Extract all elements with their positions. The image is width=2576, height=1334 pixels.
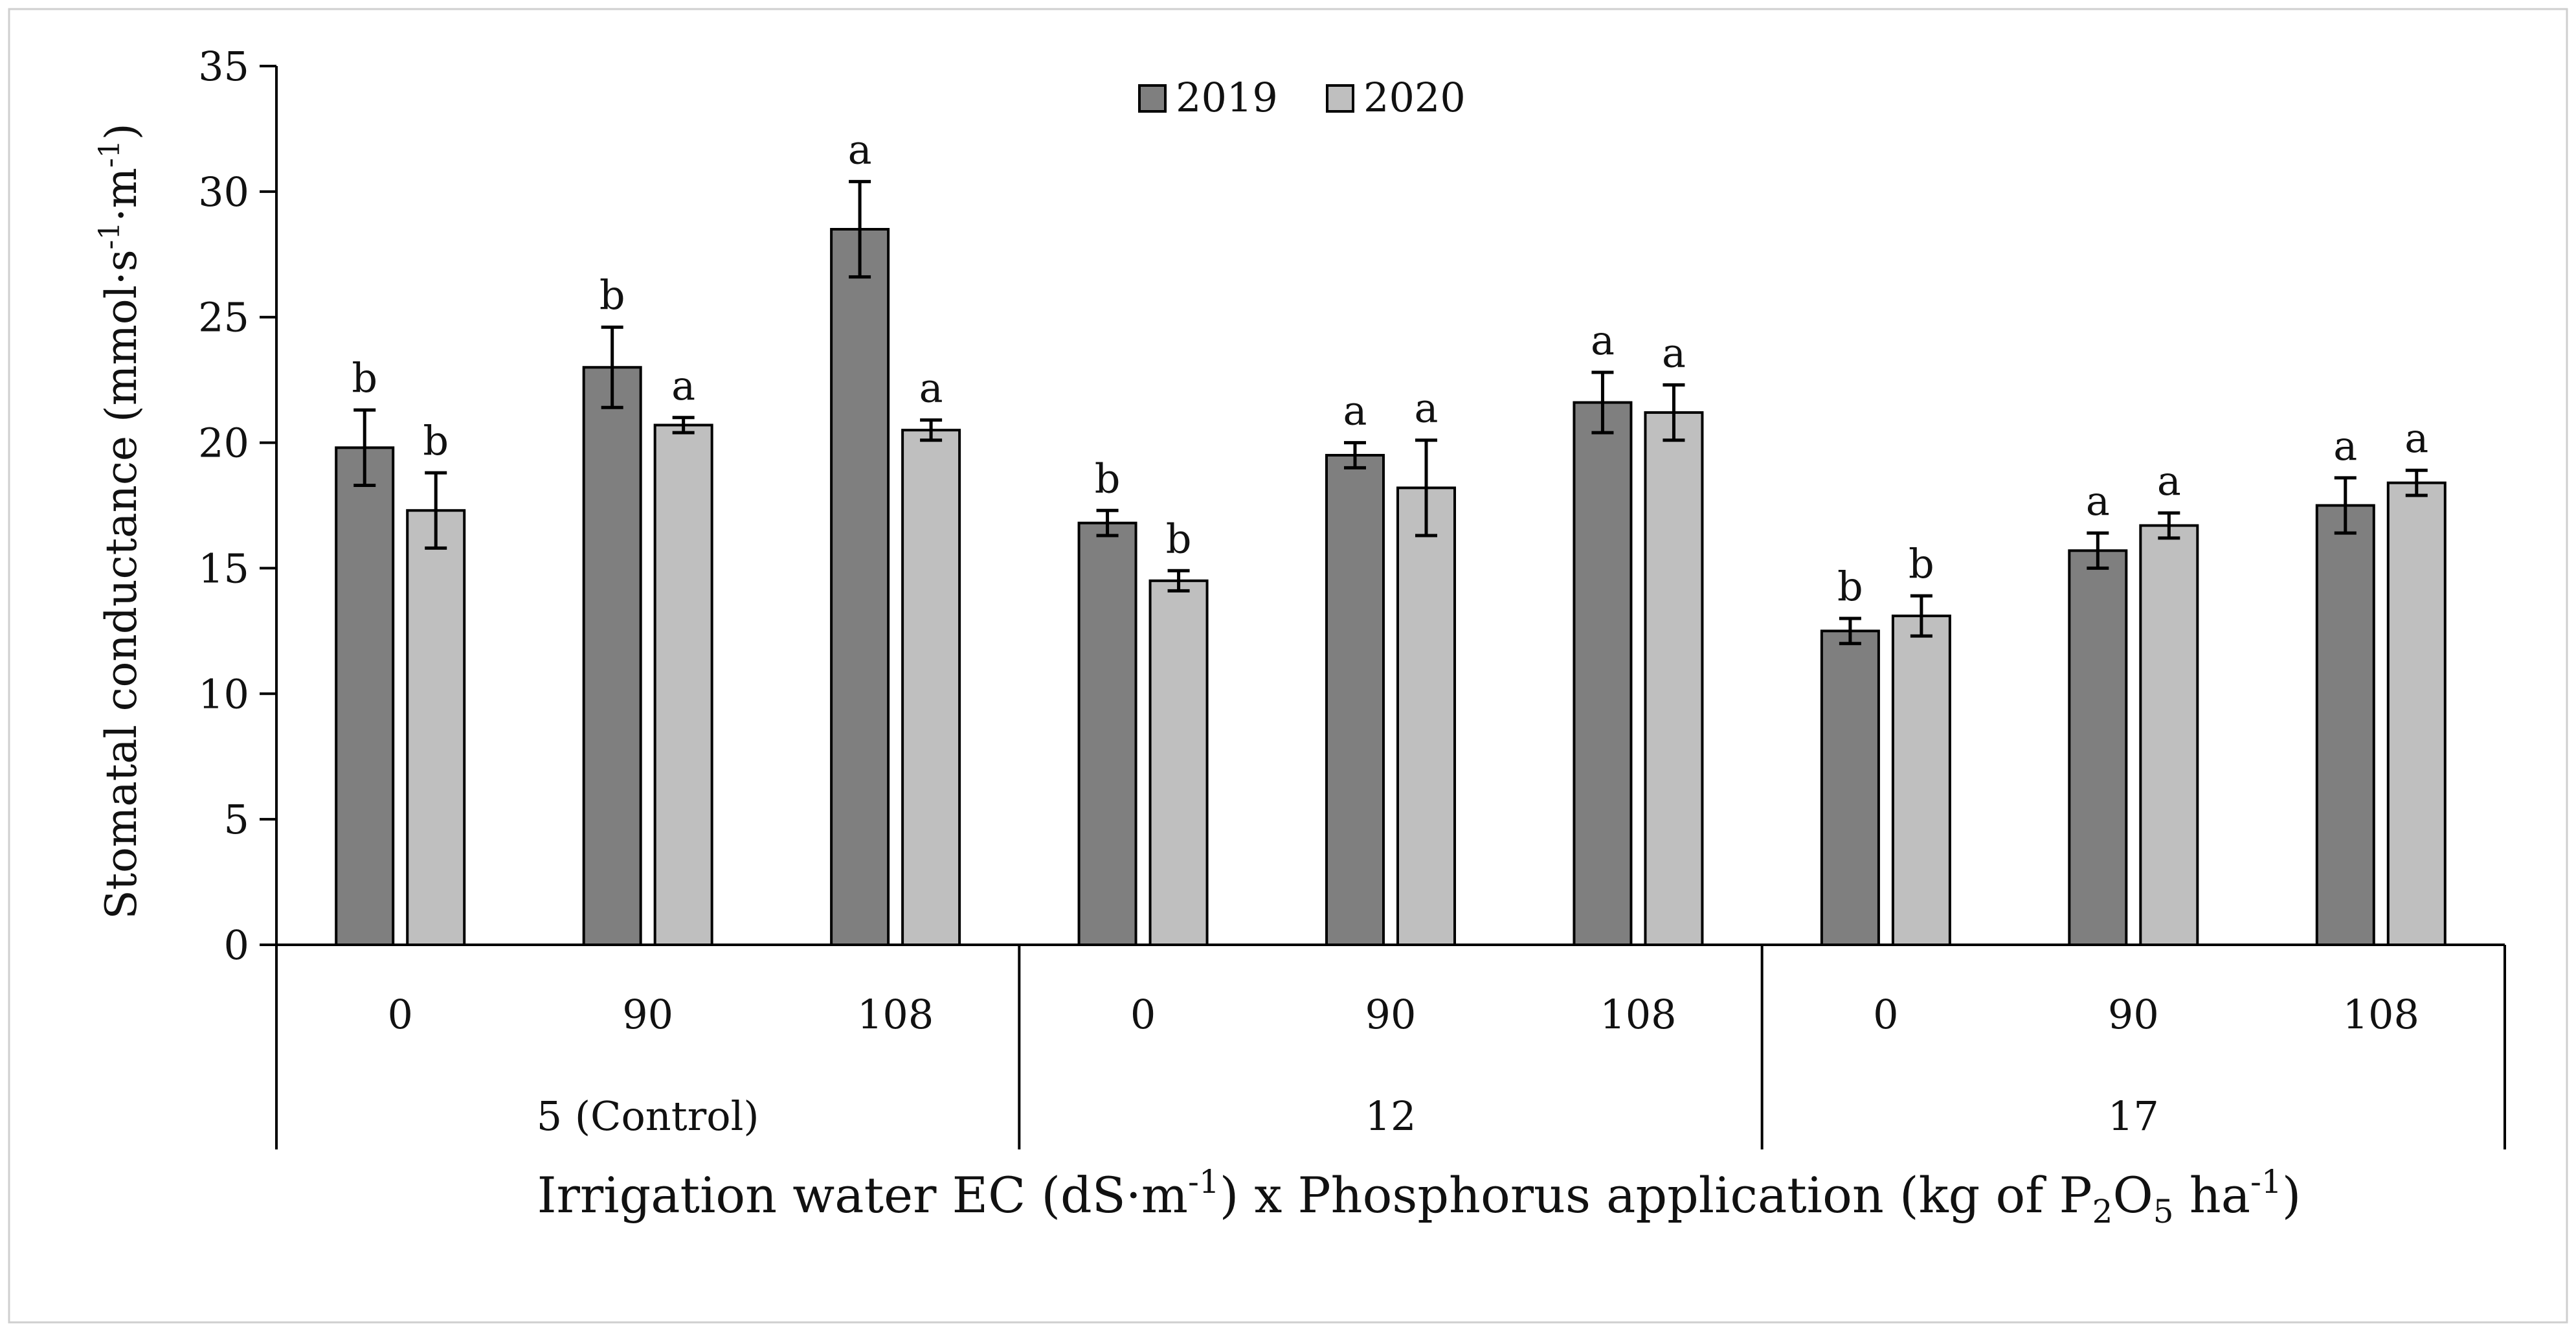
bar-2019 [2315,504,2375,946]
significance-letter: a [671,362,695,409]
y-axis-title-main: Stomatal conductance (mmol·s [96,249,146,919]
significance-letter: a [1591,317,1615,364]
y-axis-title-end: ) [96,123,146,140]
legend-label-2019: 2019 [1176,74,1278,121]
bar-2020 [2386,481,2447,946]
bar-2019 [2068,549,2128,946]
y-axis-title-sup1: -1 [93,222,126,250]
group-label: 5 (Control) [537,1092,759,1140]
y-tick-label: 0 [224,921,249,969]
legend-label-2020: 2020 [1363,74,1466,121]
x-axis-title-part3: O [2112,1166,2153,1224]
category-label: 0 [1873,991,1898,1038]
significance-letter: a [2157,457,2181,504]
category-label: 0 [1130,991,1156,1038]
bar-2019 [335,446,395,946]
significance-letter: b [1166,515,1192,562]
bar-2019 [1325,453,1385,946]
bar-2019 [1573,401,1633,946]
significance-letter: b [352,354,377,401]
significance-letter: a [919,365,943,412]
y-axis-title-mid: ·m [96,168,146,222]
y-axis-title: Stomatal conductance (mmol·s-1·m-1) [93,123,146,919]
legend-swatch-2019 [1138,84,1167,113]
bar-2019 [830,228,890,946]
legend: 2019 2020 [1138,74,1466,121]
significance-letter: a [2404,414,2428,462]
bar-2020 [406,509,466,946]
y-tick-label: 20 [198,420,249,467]
bar-2020 [1644,411,1704,946]
x-axis-title-part5: ) [2282,1166,2302,1224]
significance-letter: a [2086,477,2110,525]
significance-letter: b [1095,455,1121,502]
category-label: 108 [857,991,934,1038]
bar-2020 [1396,486,1456,946]
bar-2019 [1820,629,1880,946]
significance-letter: b [1837,563,1863,610]
bar-2019 [582,366,642,946]
legend-swatch-2020 [1326,84,1354,113]
category-label: 90 [622,991,673,1038]
x-axis-title-part1: Irrigation water EC (dS·m [537,1166,1188,1224]
x-axis-title-part2: ) x Phosphorus application (kg of P [1220,1166,2092,1224]
category-label: 0 [387,991,412,1038]
group-label: 17 [2108,1092,2159,1140]
significance-letter: b [423,417,449,464]
significance-letter: a [848,126,872,173]
group-label: 12 [1365,1092,1417,1140]
significance-letter: a [2333,422,2357,469]
significance-letter: a [1415,385,1439,432]
category-label: 90 [1365,991,1417,1038]
y-tick-label: 25 [198,294,249,341]
y-tick-label: 15 [198,545,249,592]
y-tick-label: 5 [224,796,249,843]
significance-letter: b [1909,540,1934,587]
category-label: 108 [2343,991,2419,1038]
significance-letter: a [1343,387,1367,435]
x-axis-title-sub1: 2 [2092,1193,2113,1230]
y-tick-label: 35 [198,43,249,90]
significance-letter: b [599,271,625,319]
bar-2020 [901,429,961,946]
category-label: 90 [2108,991,2159,1038]
x-axis-title: Irrigation water EC (dS·m-1) x Phosphoru… [537,1163,2302,1230]
x-axis-title-sup2: -1 [2250,1163,2282,1201]
bar-2020 [1148,579,1209,946]
x-axis-title-sub2: 5 [2153,1193,2174,1230]
significance-letter: a [1662,329,1686,376]
category-label: 108 [1600,991,1676,1038]
y-axis-title-sup2: -1 [93,140,126,168]
bar-2020 [2139,524,2199,946]
bar-2020 [1891,615,1951,946]
y-tick-label: 10 [198,670,249,718]
bar-2020 [653,424,713,946]
x-axis-title-sup1: -1 [1188,1163,1220,1201]
y-tick-label: 30 [198,168,249,216]
x-axis-title-part4: ha [2174,1166,2250,1224]
bar-2019 [1077,521,1137,946]
